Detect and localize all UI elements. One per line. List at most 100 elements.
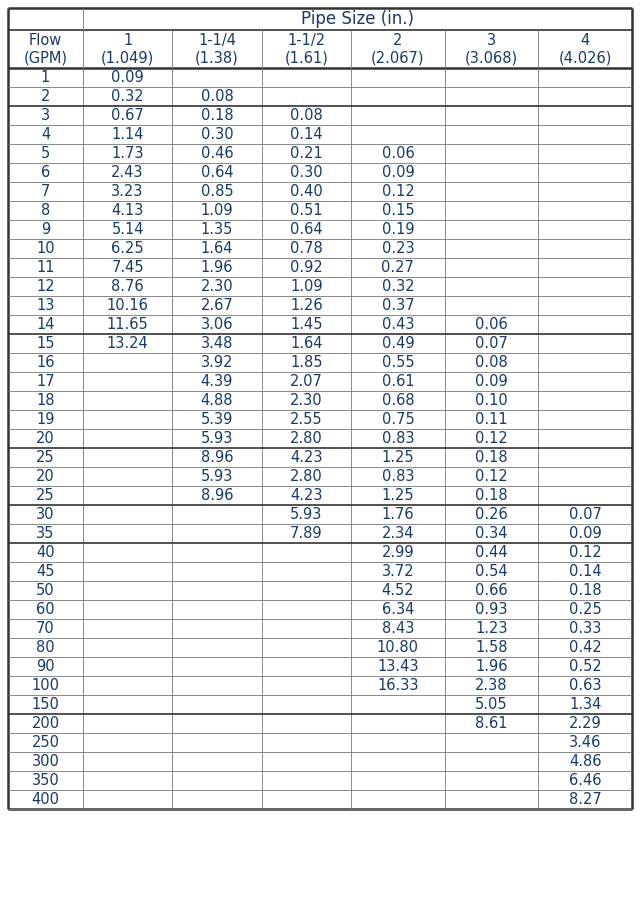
Text: 0.43: 0.43 bbox=[381, 317, 414, 332]
Text: 5.93: 5.93 bbox=[290, 507, 323, 522]
Text: 6.25: 6.25 bbox=[111, 241, 144, 256]
Text: 0.12: 0.12 bbox=[475, 431, 508, 446]
Text: 7.89: 7.89 bbox=[290, 526, 323, 541]
Text: 16: 16 bbox=[36, 355, 54, 370]
Text: 0.07: 0.07 bbox=[569, 507, 602, 522]
Text: 1.64: 1.64 bbox=[201, 241, 233, 256]
Text: 0.14: 0.14 bbox=[290, 127, 323, 142]
Text: 8.27: 8.27 bbox=[569, 792, 602, 807]
Text: 0.11: 0.11 bbox=[476, 412, 508, 427]
Text: 19: 19 bbox=[36, 412, 54, 427]
Text: 7: 7 bbox=[41, 184, 50, 199]
Text: 0.19: 0.19 bbox=[381, 222, 414, 237]
Text: 2.67: 2.67 bbox=[200, 298, 234, 313]
Text: 8: 8 bbox=[41, 203, 50, 218]
Text: 0.18: 0.18 bbox=[569, 583, 602, 598]
Text: 3.06: 3.06 bbox=[201, 317, 233, 332]
Text: 35: 35 bbox=[36, 526, 54, 541]
Text: 1: 1 bbox=[41, 70, 50, 85]
Text: 0.42: 0.42 bbox=[569, 640, 602, 655]
Text: 2.29: 2.29 bbox=[569, 716, 602, 731]
Text: 0.32: 0.32 bbox=[381, 279, 414, 294]
Text: 200: 200 bbox=[31, 716, 60, 731]
Text: 0.75: 0.75 bbox=[381, 412, 414, 427]
Text: 3.72: 3.72 bbox=[381, 564, 414, 579]
Text: 0.08: 0.08 bbox=[200, 89, 234, 104]
Text: 9: 9 bbox=[41, 222, 50, 237]
Text: 18: 18 bbox=[36, 393, 54, 408]
Text: 2
(2.067): 2 (2.067) bbox=[371, 33, 425, 65]
Text: 0.92: 0.92 bbox=[290, 260, 323, 275]
Text: 1.96: 1.96 bbox=[476, 659, 508, 674]
Text: 8.61: 8.61 bbox=[476, 716, 508, 731]
Text: 0.06: 0.06 bbox=[475, 317, 508, 332]
Text: 11.65: 11.65 bbox=[107, 317, 148, 332]
Text: 0.78: 0.78 bbox=[290, 241, 323, 256]
Text: 12: 12 bbox=[36, 279, 55, 294]
Text: 1.35: 1.35 bbox=[201, 222, 233, 237]
Text: 2.43: 2.43 bbox=[111, 165, 144, 180]
Text: 1.09: 1.09 bbox=[290, 279, 323, 294]
Text: 0.66: 0.66 bbox=[476, 583, 508, 598]
Text: 2.80: 2.80 bbox=[290, 431, 323, 446]
Text: 14: 14 bbox=[36, 317, 54, 332]
Text: 0.49: 0.49 bbox=[381, 336, 414, 351]
Text: 0.68: 0.68 bbox=[381, 393, 414, 408]
Text: 0.06: 0.06 bbox=[381, 146, 414, 161]
Text: 0.09: 0.09 bbox=[475, 374, 508, 389]
Text: 4.52: 4.52 bbox=[381, 583, 414, 598]
Text: 2: 2 bbox=[41, 89, 50, 104]
Text: 8.96: 8.96 bbox=[201, 488, 233, 503]
Text: 90: 90 bbox=[36, 659, 55, 674]
Text: 100: 100 bbox=[31, 678, 60, 693]
Text: 1.64: 1.64 bbox=[290, 336, 323, 351]
Text: 0.10: 0.10 bbox=[475, 393, 508, 408]
Text: 8.76: 8.76 bbox=[111, 279, 144, 294]
Text: 0.23: 0.23 bbox=[381, 241, 414, 256]
Text: 4.86: 4.86 bbox=[569, 754, 602, 769]
Text: 25: 25 bbox=[36, 488, 55, 503]
Text: 1.23: 1.23 bbox=[476, 621, 508, 636]
Text: 20: 20 bbox=[36, 431, 55, 446]
Text: 2.34: 2.34 bbox=[381, 526, 414, 541]
Text: 0.25: 0.25 bbox=[569, 602, 602, 617]
Text: 0.09: 0.09 bbox=[381, 165, 414, 180]
Text: 0.85: 0.85 bbox=[201, 184, 234, 199]
Text: 0.34: 0.34 bbox=[476, 526, 508, 541]
Text: 40: 40 bbox=[36, 545, 55, 560]
Text: 4
(4.026): 4 (4.026) bbox=[559, 33, 612, 65]
Text: 3.46: 3.46 bbox=[569, 735, 602, 750]
Text: 4.88: 4.88 bbox=[201, 393, 233, 408]
Text: 0.61: 0.61 bbox=[381, 374, 414, 389]
Text: 0.63: 0.63 bbox=[569, 678, 602, 693]
Text: 2.30: 2.30 bbox=[201, 279, 234, 294]
Text: 300: 300 bbox=[31, 754, 60, 769]
Text: 1.45: 1.45 bbox=[290, 317, 323, 332]
Text: 4.23: 4.23 bbox=[290, 488, 323, 503]
Text: 6: 6 bbox=[41, 165, 50, 180]
Text: 0.18: 0.18 bbox=[476, 450, 508, 465]
Text: 60: 60 bbox=[36, 602, 55, 617]
Text: 3.48: 3.48 bbox=[201, 336, 233, 351]
Text: 0.12: 0.12 bbox=[475, 469, 508, 484]
Text: 0.08: 0.08 bbox=[290, 108, 323, 123]
Text: 0.09: 0.09 bbox=[569, 526, 602, 541]
Text: 15: 15 bbox=[36, 336, 54, 351]
Text: 1.73: 1.73 bbox=[111, 146, 144, 161]
Text: 0.37: 0.37 bbox=[381, 298, 414, 313]
Text: 5.93: 5.93 bbox=[201, 469, 233, 484]
Text: 1.85: 1.85 bbox=[290, 355, 323, 370]
Text: 4.13: 4.13 bbox=[111, 203, 144, 218]
Text: 0.15: 0.15 bbox=[381, 203, 414, 218]
Text: 7.45: 7.45 bbox=[111, 260, 144, 275]
Text: 0.12: 0.12 bbox=[569, 545, 602, 560]
Text: 16.33: 16.33 bbox=[377, 678, 419, 693]
Text: 0.44: 0.44 bbox=[476, 545, 508, 560]
Text: 5.05: 5.05 bbox=[476, 697, 508, 712]
Text: 0.21: 0.21 bbox=[290, 146, 323, 161]
Text: 10.80: 10.80 bbox=[377, 640, 419, 655]
Text: 0.52: 0.52 bbox=[569, 659, 602, 674]
Text: 3.23: 3.23 bbox=[111, 184, 144, 199]
Text: 0.51: 0.51 bbox=[290, 203, 323, 218]
Text: 0.67: 0.67 bbox=[111, 108, 144, 123]
